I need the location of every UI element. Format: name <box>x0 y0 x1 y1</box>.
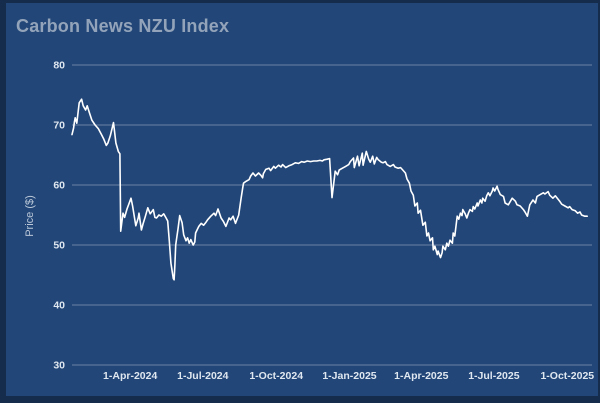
price-line-chart: 80 70 60 50 40 30 1-Apr-2024 1-Jul-2024 1-Oct-20… <box>6 3 600 403</box>
x-tick-label: 1-Apr-2025 <box>394 370 448 382</box>
y-tick-label: 70 <box>53 120 65 132</box>
x-tick-label: 1-Apr-2024 <box>103 370 157 382</box>
x-tick-label: 1-Oct-2024 <box>249 370 303 382</box>
price-line <box>72 99 587 280</box>
y-tick-label: 50 <box>53 240 65 252</box>
y-tick-label: 80 <box>53 60 65 72</box>
y-tick-label: 40 <box>53 300 65 312</box>
x-tick-label: 1-Jul-2025 <box>468 370 520 382</box>
y-tick-label: 30 <box>53 360 65 372</box>
x-tick-label: 1-Oct-2025 <box>540 370 594 382</box>
x-tick-label: 1-Jul-2024 <box>177 370 229 382</box>
x-tick-label: 1-Jan-2025 <box>322 370 376 382</box>
y-tick-label: 60 <box>53 180 65 192</box>
